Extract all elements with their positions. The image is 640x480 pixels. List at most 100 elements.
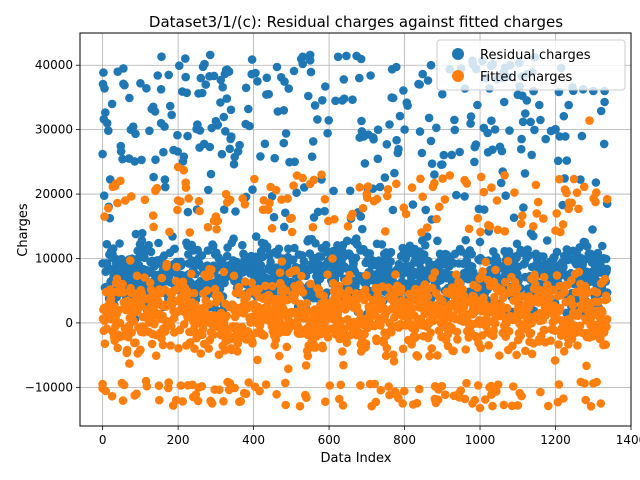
fitted-point [568, 301, 578, 310]
fitted-point [148, 211, 158, 220]
residual-point [267, 192, 277, 201]
fitted-point [425, 351, 434, 361]
fitted-point [427, 344, 437, 353]
fitted-point [179, 320, 189, 329]
fitted-point [230, 383, 239, 393]
fitted-point [479, 187, 489, 197]
residual-point [455, 147, 465, 157]
fitted-point [582, 361, 591, 371]
x-tick-label: 400 [242, 433, 265, 447]
fitted-point [330, 215, 339, 224]
residual-point [521, 109, 530, 118]
fitted-point [602, 315, 612, 324]
residual-point [279, 106, 289, 115]
residual-point [577, 131, 587, 141]
fitted-point [261, 380, 271, 389]
residual-point [120, 80, 129, 90]
residual-point [205, 142, 215, 152]
fitted-point [212, 224, 221, 234]
fitted-point [345, 270, 354, 280]
residual-point [439, 150, 449, 160]
fitted-point [248, 339, 257, 348]
residual-point [173, 130, 182, 140]
residual-point [195, 126, 205, 135]
residual-point [218, 82, 227, 92]
residual-point [266, 257, 275, 267]
fitted-point [371, 397, 381, 407]
residual-point [470, 157, 479, 167]
residual-point [311, 239, 320, 248]
fitted-point [321, 397, 330, 407]
residual-point [269, 212, 279, 222]
residual-point [342, 51, 351, 61]
residual-point [313, 207, 323, 217]
fitted-point [171, 395, 181, 405]
residual-point [165, 101, 175, 111]
fitted-point [207, 399, 217, 408]
fitted-point [172, 262, 181, 272]
fitted-point [449, 346, 458, 356]
fitted-point [579, 182, 589, 192]
residual-point [473, 100, 482, 110]
residual-point [356, 54, 366, 64]
residual-point [324, 116, 334, 125]
y-tick-label: −10000 [25, 380, 73, 394]
residual-point [175, 61, 184, 70]
residual-point [251, 68, 260, 78]
fitted-point [388, 350, 398, 360]
fitted-point [119, 380, 129, 390]
fitted-point [334, 302, 343, 311]
fitted-point [476, 343, 486, 353]
residual-point [419, 250, 429, 259]
fitted-point [533, 197, 543, 207]
fitted-point [407, 183, 417, 192]
fitted-point [574, 204, 583, 214]
residual-point [280, 77, 289, 86]
residual-point [256, 152, 265, 161]
fitted-point [429, 312, 439, 322]
fitted-point [602, 194, 612, 204]
residual-point [417, 148, 427, 158]
fitted-point [580, 281, 590, 291]
residual-point [519, 203, 528, 212]
fitted-point [500, 171, 509, 180]
fitted-point [302, 393, 311, 403]
fitted-point [104, 203, 113, 213]
legend-label-residual: Residual charges [480, 48, 591, 63]
residual-point [305, 50, 315, 60]
residual-point [598, 241, 607, 251]
fitted-point [198, 324, 208, 334]
fitted-point [460, 394, 470, 404]
residual-point [216, 98, 225, 107]
residual-point [222, 65, 232, 74]
fitted-point [461, 345, 471, 354]
x-axis-ticks: 0 200 400 600 800 1000 1200 1400 [99, 426, 640, 447]
x-tick-label: 1400 [616, 433, 640, 447]
residual-point [394, 144, 403, 154]
residual-point [430, 170, 439, 179]
residual-point [400, 125, 409, 134]
residual-point [497, 146, 507, 156]
fitted-point [275, 351, 284, 361]
fitted-point [476, 172, 486, 182]
residual-point [552, 247, 562, 257]
residual-point [157, 52, 166, 61]
fitted-point [550, 326, 560, 336]
residual-point [447, 150, 457, 160]
fitted-point [260, 205, 270, 214]
fitted-point [259, 331, 269, 340]
fitted-point [196, 349, 206, 358]
fitted-point [222, 198, 232, 207]
residual-point [392, 135, 401, 145]
fitted-point [468, 399, 477, 408]
residual-point [345, 186, 355, 196]
fitted-point [121, 196, 130, 205]
fitted-point [234, 282, 244, 292]
residual-point [107, 99, 117, 109]
residual-point [518, 117, 528, 127]
fitted-point [560, 287, 569, 297]
fitted-point [241, 389, 251, 399]
fitted-point [295, 401, 305, 411]
fitted-point [362, 270, 371, 280]
fitted-point [164, 378, 173, 387]
